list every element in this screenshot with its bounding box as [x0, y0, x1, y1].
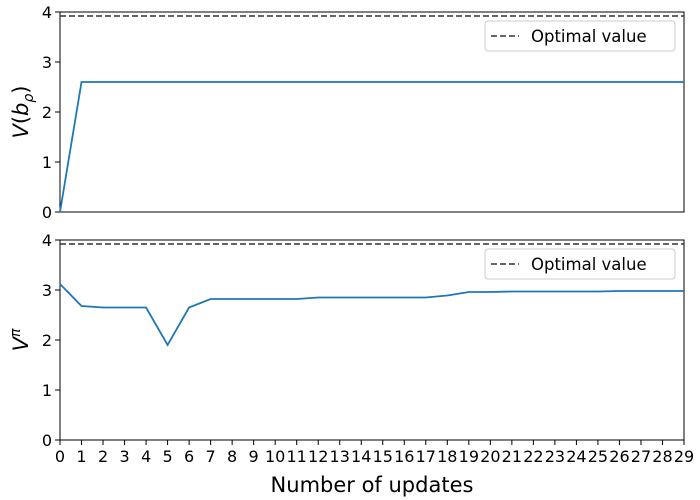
y-tick-label: 2 [42, 331, 52, 350]
x-tick-label: 12 [308, 447, 328, 466]
y-tick-label: 0 [42, 203, 52, 222]
x-tick-label: 1 [76, 447, 86, 466]
series-line-bottom [59, 283, 684, 347]
x-tick-label: 18 [437, 447, 457, 466]
x-tick-label: 10 [265, 447, 285, 466]
x-tick-label: 19 [459, 447, 479, 466]
x-tick-label: 22 [523, 447, 543, 466]
y-tick-label: 1 [42, 153, 52, 172]
x-tick-label: 27 [631, 447, 651, 466]
x-tick-label: 29 [674, 447, 694, 466]
x-tick-label: 26 [609, 447, 629, 466]
series-line-top [59, 81, 684, 213]
y-tick-label: 2 [42, 103, 52, 122]
x-tick-label: 8 [227, 447, 237, 466]
legend-bottom: Optimal value [484, 248, 676, 280]
x-ticks-bottom: 0 1 2 3 4 5 6 7 8 9 10 11 12 13 14 15 16 17 18 19 20 21 22 23 24… [55, 440, 694, 466]
x-tick-label: 6 [184, 447, 194, 466]
x-tick-label: 4 [141, 447, 151, 466]
legend-box-top [484, 20, 676, 52]
x-tick-label: 3 [119, 447, 129, 466]
legend-box-bottom [484, 248, 676, 280]
x-axis-label: Number of updates [271, 473, 474, 497]
x-tick-label: 13 [330, 447, 350, 466]
y-axis-label-top: V(bρ) [9, 85, 37, 138]
y-tick-label: 4 [42, 3, 52, 22]
legend-label-bottom: Optimal value [531, 255, 647, 274]
x-tick-label: 2 [98, 447, 108, 466]
x-tick-label: 20 [480, 447, 500, 466]
x-tick-label: 0 [55, 447, 65, 466]
y-tick-label: 0 [42, 431, 52, 450]
y-axis-label-bottom: Vπ [8, 328, 33, 351]
legend-label-top: Optimal value [531, 27, 647, 46]
x-tick-label: 11 [287, 447, 307, 466]
y-tick-label: 3 [42, 53, 52, 72]
x-tick-label: 9 [249, 447, 259, 466]
x-tick-label: 17 [416, 447, 436, 466]
x-tick-label: 28 [652, 447, 672, 466]
y-ticks-bottom: 0 1 2 3 4 [42, 231, 60, 450]
legend-top: Optimal value [484, 20, 676, 52]
y-ticks-top: 0 1 2 3 4 [42, 3, 60, 222]
y-tick-label: 4 [42, 231, 52, 250]
y-tick-label: 1 [42, 381, 52, 400]
x-tick-label: 14 [351, 447, 371, 466]
panel-top: 0 1 2 3 4 Optimal value V(bρ) [9, 3, 685, 222]
x-tick-label: 24 [566, 447, 586, 466]
x-tick-label: 15 [373, 447, 393, 466]
y-tick-label: 3 [42, 281, 52, 300]
x-tick-label: 25 [588, 447, 608, 466]
x-tick-label: 5 [162, 447, 172, 466]
x-tick-label: 16 [394, 447, 414, 466]
x-tick-label: 21 [502, 447, 522, 466]
x-tick-label: 23 [545, 447, 565, 466]
x-tick-label: 7 [206, 447, 216, 466]
